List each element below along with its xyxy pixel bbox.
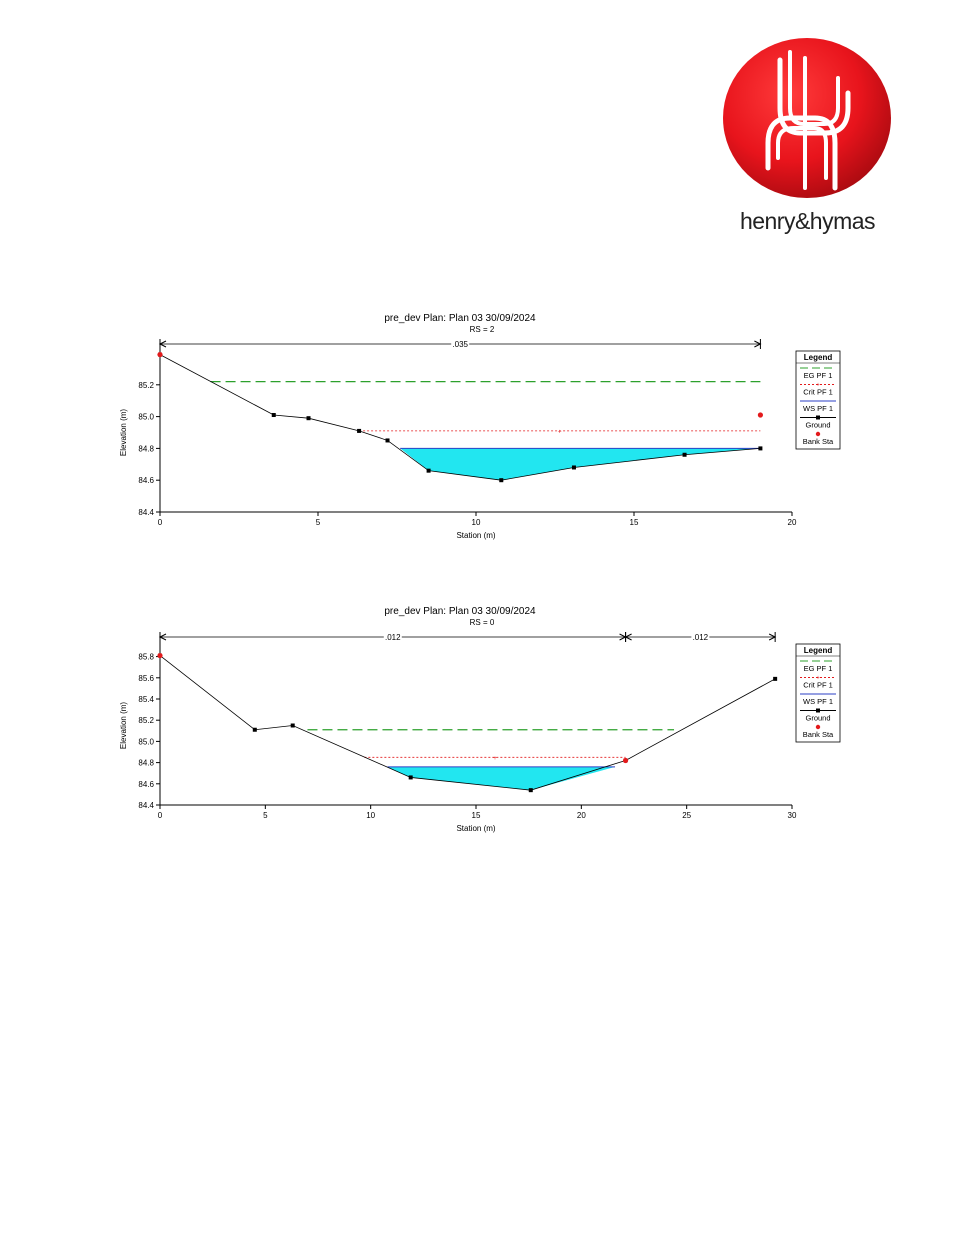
cross-section-chart-rs0: pre_dev Plan: Plan 03 30/09/2024 RS = 0 0 5… <box>110 598 850 838</box>
water-fill <box>387 766 616 791</box>
y-axis-label: Elevation (m) <box>119 702 128 749</box>
legend: Legend EG PF 1 +Crit PF 1 WS PF 1 Ground Bank… <box>795 350 841 450</box>
x-tick-label: 20 <box>577 811 586 820</box>
x-tick-label: 10 <box>366 811 375 820</box>
legend-item-label: WS PF 1 <box>803 697 833 706</box>
ground-point <box>571 465 576 470</box>
manning-label: .012 <box>385 633 401 642</box>
x-axis-label: Station (m) <box>456 824 495 833</box>
legend-swatch-crit-marker: + <box>816 676 820 682</box>
y-tick-label: 85.0 <box>138 737 154 746</box>
x-tick-label: 15 <box>630 518 639 527</box>
x-tick-label: 0 <box>158 518 163 527</box>
company-emblem-icon <box>723 38 891 198</box>
legend-swatch-crit-marker: + <box>816 383 820 389</box>
x-tick-label: 30 <box>788 811 797 820</box>
y-tick-label: 85.2 <box>138 716 154 725</box>
y-tick-label: 84.4 <box>138 801 154 810</box>
legend-item-label: Ground <box>805 714 830 723</box>
ground-line <box>159 354 761 481</box>
legend-item-label: Bank Sta <box>803 730 834 739</box>
logo-text: henry&hymas <box>739 208 876 234</box>
ground-point <box>682 452 687 457</box>
y-axis-label: Elevation (m) <box>119 409 128 456</box>
x-tick-label: 10 <box>472 518 481 527</box>
x-tick-label: 5 <box>316 518 321 527</box>
x-tick-label: 0 <box>158 811 163 820</box>
legend-item-label: Bank Sta <box>803 437 834 446</box>
legend-item-label: WS PF 1 <box>803 404 833 413</box>
legend-swatch-bank <box>815 431 821 437</box>
legend: Legend EG PF 1 +Crit PF 1 WS PF 1 Ground Bank… <box>795 643 841 743</box>
y-tick-label: 85.8 <box>138 653 154 662</box>
y-tick-label: 84.6 <box>138 780 154 789</box>
ground-point <box>385 438 390 443</box>
bank-station-point <box>622 757 629 764</box>
ground-point <box>306 416 311 421</box>
legend-item-label: Crit PF 1 <box>803 388 833 397</box>
chart-title: pre_dev Plan: Plan 03 30/09/2024 <box>384 606 536 617</box>
legend-item-label: Crit PF 1 <box>803 681 833 690</box>
ground-point <box>426 468 431 473</box>
legend-swatch-bank <box>815 724 821 730</box>
chart-title: pre_dev Plan: Plan 03 30/09/2024 <box>384 313 536 324</box>
y-tick-label: 85.4 <box>138 695 154 704</box>
x-tick-label: 20 <box>788 518 797 527</box>
y-tick-label: 84.8 <box>138 444 154 453</box>
cross-section-chart-rs2: pre_dev Plan: Plan 03 30/09/2024 RS = 2 0 5… <box>110 305 850 545</box>
y-tick-label: 85.0 <box>138 413 154 422</box>
y-tick-label: 84.4 <box>138 508 154 517</box>
manning-label: .035 <box>452 340 468 349</box>
ground-point <box>271 413 276 418</box>
henry-hymas-logo: henry&hymas <box>720 38 895 248</box>
chart-subtitle: RS = 2 <box>470 325 495 334</box>
y-tick-label: 85.2 <box>138 381 154 390</box>
ground-point <box>408 775 413 780</box>
bank-station-point <box>757 412 764 418</box>
manning-arrow-left <box>158 633 167 641</box>
manning-label-bg <box>383 632 402 642</box>
ground-point <box>758 446 763 451</box>
legend-swatch-ground-marker <box>816 415 820 420</box>
manning-arrow-left <box>624 633 632 641</box>
chart-subtitle: RS = 0 <box>470 618 495 627</box>
legend-item-label: Ground <box>805 421 830 430</box>
crit-marker: + <box>493 756 497 762</box>
x-axis-label: Station (m) <box>456 531 495 540</box>
bank-station-point <box>157 652 163 659</box>
legend-item-label: EG PF 1 <box>804 664 833 673</box>
ground-point <box>357 428 362 433</box>
ground-point <box>773 676 778 681</box>
manning-label-bg <box>451 339 470 349</box>
x-tick-label: 25 <box>682 811 691 820</box>
manning-arrow-right <box>754 340 762 348</box>
manning-arrow-right <box>768 633 777 641</box>
ground-point <box>290 723 295 728</box>
legend-swatch-ground-marker <box>816 708 820 713</box>
legend-item-label: EG PF 1 <box>804 371 833 380</box>
manning-label-bg <box>691 632 710 642</box>
ground-point <box>528 788 533 793</box>
legend-title: Legend <box>804 353 833 362</box>
ground-point <box>252 727 257 732</box>
manning-label: .012 <box>693 633 709 642</box>
y-tick-label: 84.6 <box>138 476 154 485</box>
bank-station-point <box>157 351 163 358</box>
x-tick-label: 15 <box>472 811 481 820</box>
y-tick-label: 85.6 <box>138 674 154 683</box>
manning-arrow-left <box>158 340 167 348</box>
legend-title: Legend <box>804 646 833 655</box>
ground-point <box>499 478 504 483</box>
y-tick-label: 84.8 <box>138 759 154 768</box>
x-tick-label: 5 <box>263 811 268 820</box>
crit-marker: + <box>558 429 562 435</box>
